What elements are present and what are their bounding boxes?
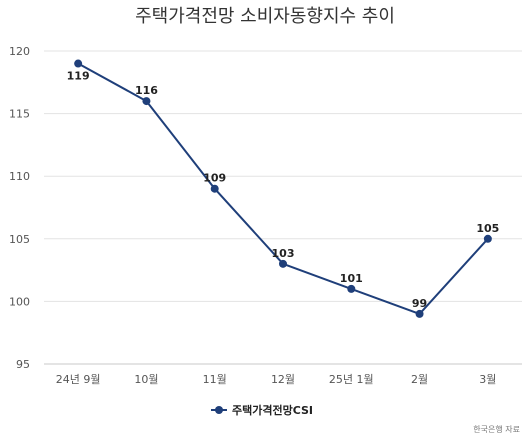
legend[interactable]: 주택가격전망CSI: [211, 403, 313, 417]
data-point[interactable]: [279, 259, 287, 268]
data-label: 99: [412, 297, 427, 310]
x-tick-label: 3월: [479, 373, 496, 386]
data-point[interactable]: [415, 309, 424, 318]
data-point[interactable]: [210, 184, 219, 193]
x-tick-label: 11월: [203, 373, 227, 386]
x-tick-label: 12월: [271, 373, 295, 386]
x-tick-label: 24년 9월: [56, 373, 101, 386]
y-tick-label: 115: [9, 108, 30, 121]
y-tick-label: 110: [9, 170, 30, 183]
y-tick-label: 105: [9, 233, 30, 246]
x-tick-label: 10월: [134, 373, 158, 386]
data-label: 103: [272, 247, 295, 260]
x-tick-label: 25년 1월: [329, 373, 374, 386]
x-tick-label: 2월: [411, 373, 428, 386]
y-axis: 95 100 105 110 115 120: [9, 45, 30, 371]
data-point[interactable]: [142, 97, 151, 106]
data-label: 101: [340, 272, 363, 285]
data-point[interactable]: [483, 234, 492, 243]
data-label: 116: [135, 84, 158, 97]
data-label: 109: [203, 172, 226, 185]
x-axis: 24년 9월 10월 11월 12월 25년 1월 2월 3월: [56, 373, 497, 386]
data-label: 119: [67, 70, 90, 83]
series-layer: 119 116 109 103 101 99 105: [67, 59, 499, 318]
data-point[interactable]: [347, 284, 356, 293]
legend-dot-marker: [215, 406, 223, 414]
y-tick-label: 120: [9, 45, 30, 58]
gridlines: [44, 50, 522, 365]
source-note: 한국은행 자료: [473, 424, 520, 434]
series-line: [77, 62, 489, 315]
y-tick-label: 100: [9, 295, 30, 308]
data-point[interactable]: [74, 59, 83, 68]
legend-label: 주택가격전망CSI: [232, 403, 313, 417]
chart-title: 주택가격전망 소비자동향지수 추이: [135, 6, 395, 27]
data-label: 105: [476, 222, 499, 235]
y-tick-label: 95: [16, 358, 30, 371]
